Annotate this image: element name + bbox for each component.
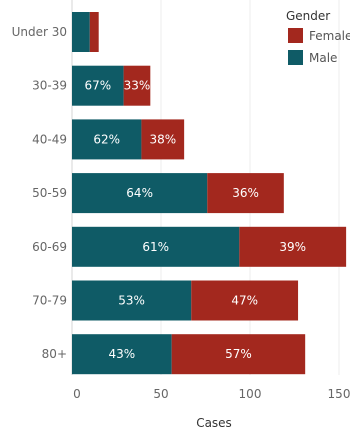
data-label-female: 33% bbox=[124, 79, 151, 93]
data-label-male: 67% bbox=[84, 79, 111, 93]
bar-female-50-59 bbox=[207, 173, 284, 214]
bar-female-40-49 bbox=[141, 119, 185, 160]
bar-female-80 bbox=[171, 334, 306, 375]
data-label-female: 47% bbox=[231, 294, 258, 308]
category-label: 50-59 bbox=[32, 186, 67, 200]
category-labels: Under 30 30-39 40-49 50-59 60-69 70-79 80+ bbox=[12, 25, 67, 361]
x-axis-ticks: 0 50 100 150 bbox=[73, 387, 350, 401]
bar-male-50-59 bbox=[72, 173, 208, 214]
data-label-female: 38% bbox=[149, 132, 176, 146]
bar-male-60-69 bbox=[72, 226, 240, 267]
legend-label-male: Male bbox=[309, 51, 337, 65]
data-label-male: 64% bbox=[126, 186, 153, 200]
bars: 67% 33% 62% 38% 64% 36% 61% 39% 53% 47% 43% 57% bbox=[72, 12, 347, 375]
data-label-male: 53% bbox=[118, 294, 145, 308]
x-axis-title: Cases bbox=[196, 416, 232, 429]
category-label: 40-49 bbox=[32, 132, 67, 146]
legend-swatch-male bbox=[288, 50, 303, 65]
bar-male-under-30 bbox=[72, 12, 90, 52]
bar-female-under-30 bbox=[89, 12, 99, 52]
category-label: 60-69 bbox=[32, 240, 67, 254]
bar-male-70-79 bbox=[72, 280, 192, 321]
x-tick-label: 50 bbox=[153, 387, 168, 401]
legend: Gender Female Male bbox=[286, 9, 350, 65]
data-label-female: 36% bbox=[232, 186, 259, 200]
category-label: 30-39 bbox=[32, 79, 67, 93]
bar-male-30-39 bbox=[72, 65, 124, 106]
category-label: Under 30 bbox=[12, 25, 67, 39]
data-label-male: 62% bbox=[93, 132, 120, 146]
bar-female-30-39 bbox=[123, 65, 151, 106]
data-label-male: 61% bbox=[142, 240, 169, 254]
legend-title: Gender bbox=[286, 9, 330, 23]
legend-swatch-female bbox=[288, 28, 303, 43]
bar-female-70-79 bbox=[191, 280, 299, 321]
category-label: 70-79 bbox=[32, 294, 67, 308]
bar-female-60-69 bbox=[239, 226, 347, 267]
bar-male-40-49 bbox=[72, 119, 142, 160]
data-label-male: 43% bbox=[109, 347, 136, 361]
data-label-female: 39% bbox=[279, 240, 306, 254]
category-label: 80+ bbox=[42, 347, 67, 361]
data-label-female: 57% bbox=[225, 347, 252, 361]
x-tick-label: 0 bbox=[73, 387, 81, 401]
x-tick-label: 150 bbox=[328, 387, 350, 401]
x-tick-label: 100 bbox=[239, 387, 262, 401]
legend-label-female: Female bbox=[309, 29, 350, 43]
bar-male-80 bbox=[72, 334, 172, 375]
